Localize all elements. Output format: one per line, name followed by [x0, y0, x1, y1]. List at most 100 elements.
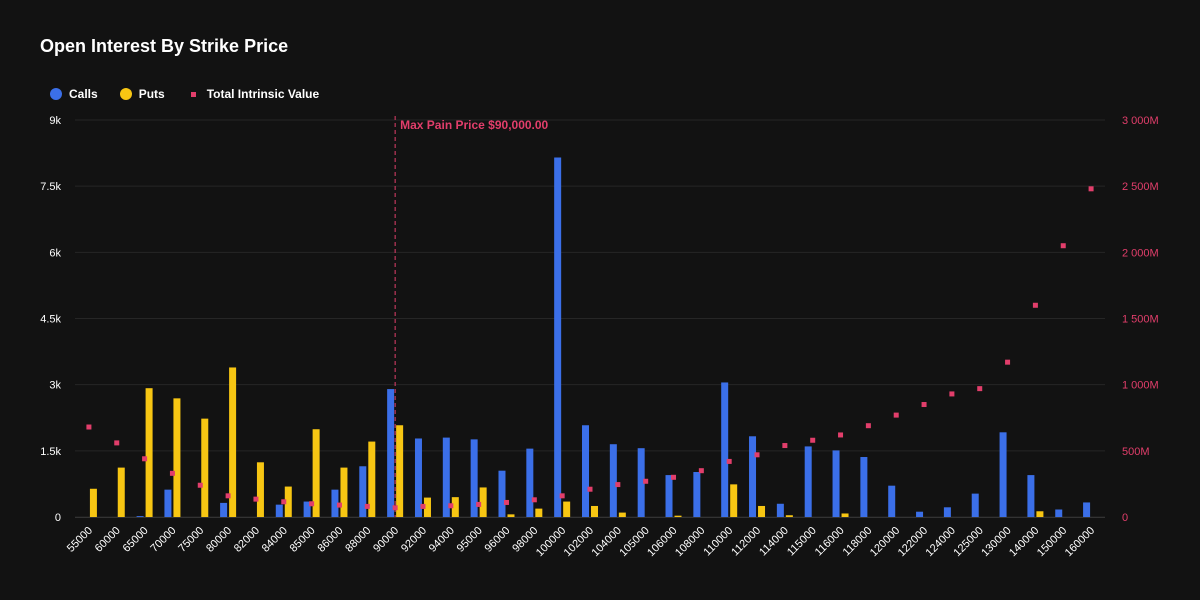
legend-item-total-intrinsic-value[interactable]: Total Intrinsic Value — [187, 87, 319, 101]
point-total-intrinsic-value[interactable] — [810, 437, 816, 443]
bar-puts[interactable] — [89, 488, 97, 517]
bar-puts[interactable] — [451, 497, 459, 517]
point-total-intrinsic-value[interactable] — [587, 486, 593, 492]
bar-calls[interactable] — [136, 516, 144, 517]
bar-calls[interactable] — [637, 448, 645, 517]
point-total-intrinsic-value[interactable] — [1032, 302, 1038, 308]
point-total-intrinsic-value[interactable] — [142, 456, 148, 462]
point-total-intrinsic-value[interactable] — [225, 493, 231, 499]
bar-puts[interactable] — [312, 429, 320, 517]
point-total-intrinsic-value[interactable] — [615, 482, 621, 488]
bar-puts[interactable] — [674, 515, 682, 517]
bar-calls[interactable] — [331, 489, 339, 517]
bar-puts[interactable] — [396, 425, 404, 517]
bar-puts[interactable] — [479, 487, 487, 517]
point-total-intrinsic-value[interactable] — [977, 386, 983, 392]
point-total-intrinsic-value[interactable] — [364, 503, 370, 509]
point-total-intrinsic-value[interactable] — [309, 501, 315, 507]
bar-puts[interactable] — [730, 484, 738, 517]
point-total-intrinsic-value[interactable] — [531, 497, 537, 503]
point-total-intrinsic-value[interactable] — [169, 470, 175, 476]
bar-puts[interactable] — [229, 367, 237, 517]
bar-puts[interactable] — [256, 462, 264, 517]
bar-calls[interactable] — [470, 439, 478, 517]
bar-calls[interactable] — [609, 444, 617, 517]
point-total-intrinsic-value[interactable] — [476, 501, 482, 507]
bar-calls[interactable] — [498, 470, 506, 517]
point-total-intrinsic-value[interactable] — [336, 502, 342, 508]
point-total-intrinsic-value[interactable] — [86, 424, 92, 430]
point-total-intrinsic-value[interactable] — [838, 432, 844, 438]
bar-puts[interactable] — [591, 505, 598, 517]
point-total-intrinsic-value[interactable] — [921, 402, 927, 408]
bar-calls[interactable] — [1027, 475, 1035, 517]
point-total-intrinsic-value[interactable] — [503, 499, 509, 505]
bar-calls[interactable] — [414, 438, 422, 517]
bar-puts[interactable] — [173, 398, 181, 517]
bar-calls[interactable] — [916, 511, 924, 517]
point-total-intrinsic-value[interactable] — [392, 505, 398, 511]
point-total-intrinsic-value[interactable] — [754, 452, 760, 458]
bar-puts[interactable] — [1036, 511, 1044, 517]
bar-puts[interactable] — [507, 514, 515, 517]
bar-calls[interactable] — [804, 446, 812, 517]
bar-calls[interactable] — [749, 436, 757, 517]
bar-puts[interactable] — [618, 512, 626, 517]
bar-puts[interactable] — [535, 508, 543, 517]
bar-puts[interactable] — [117, 467, 125, 517]
point-total-intrinsic-value[interactable] — [253, 496, 259, 502]
point-total-intrinsic-value[interactable] — [281, 499, 287, 505]
bar-calls[interactable] — [999, 432, 1007, 517]
y-left-tick-label: 9k — [49, 115, 61, 127]
bar-calls[interactable] — [888, 485, 896, 517]
point-total-intrinsic-value[interactable] — [698, 468, 704, 474]
bar-puts[interactable] — [841, 513, 849, 517]
bar-calls[interactable] — [693, 472, 701, 517]
bar-calls[interactable] — [442, 437, 450, 517]
bar-calls[interactable] — [1083, 502, 1091, 517]
point-total-intrinsic-value[interactable] — [1088, 186, 1094, 192]
bar-calls[interactable] — [832, 450, 840, 517]
point-total-intrinsic-value[interactable] — [1060, 243, 1066, 249]
bar-calls[interactable] — [526, 448, 534, 517]
point-total-intrinsic-value[interactable] — [448, 503, 454, 509]
point-total-intrinsic-value[interactable] — [949, 391, 955, 397]
bar-puts[interactable] — [423, 497, 431, 517]
point-total-intrinsic-value[interactable] — [559, 493, 565, 499]
legend-item-puts[interactable]: Puts — [119, 87, 165, 101]
bar-puts[interactable] — [201, 418, 209, 517]
point-total-intrinsic-value[interactable] — [782, 443, 788, 449]
point-total-intrinsic-value[interactable] — [726, 458, 732, 464]
bar-puts[interactable] — [785, 515, 793, 517]
point-total-intrinsic-value[interactable] — [197, 482, 203, 488]
bar-calls[interactable] — [554, 157, 562, 517]
bar-puts[interactable] — [284, 486, 292, 517]
point-total-intrinsic-value[interactable] — [893, 412, 899, 418]
bar-calls[interactable] — [776, 503, 784, 517]
point-total-intrinsic-value[interactable] — [643, 478, 649, 484]
bar-calls[interactable] — [665, 475, 673, 517]
point-total-intrinsic-value[interactable] — [1005, 359, 1011, 365]
bar-calls[interactable] — [943, 507, 951, 517]
bar-puts[interactable] — [368, 441, 376, 517]
legend-item-calls[interactable]: Calls — [50, 87, 98, 101]
bar-puts[interactable] — [758, 505, 766, 517]
point-total-intrinsic-value[interactable] — [420, 503, 426, 509]
bar-calls[interactable] — [303, 501, 311, 517]
bar-calls[interactable] — [359, 466, 367, 517]
bar-calls[interactable] — [275, 504, 283, 517]
bar-calls[interactable] — [860, 457, 868, 517]
bar-puts[interactable] — [563, 501, 571, 517]
bar-calls[interactable] — [164, 489, 172, 517]
bar-puts[interactable] — [145, 388, 153, 517]
bar-calls[interactable] — [387, 389, 395, 517]
point-total-intrinsic-value[interactable] — [114, 440, 120, 446]
bar-puts[interactable] — [340, 467, 348, 517]
point-total-intrinsic-value[interactable] — [865, 423, 871, 429]
bar-calls[interactable] — [721, 382, 729, 517]
point-total-intrinsic-value[interactable] — [671, 474, 677, 480]
bar-calls[interactable] — [220, 502, 228, 517]
bar-calls[interactable] — [582, 425, 589, 517]
bar-calls[interactable] — [971, 493, 979, 517]
bar-calls[interactable] — [1055, 509, 1063, 517]
